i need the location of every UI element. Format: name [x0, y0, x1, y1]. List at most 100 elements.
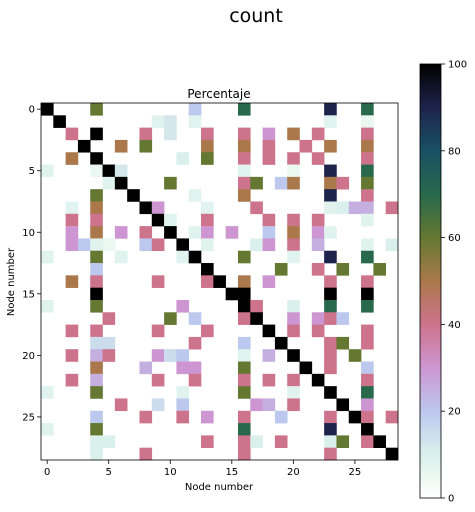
- heatmap-cell: [250, 312, 263, 325]
- heatmap-cell: [262, 398, 276, 412]
- heatmap-cell: [237, 152, 251, 165]
- heatmap-cell: [274, 176, 288, 190]
- heatmap-cell: [336, 176, 350, 190]
- heatmap-cell: [176, 361, 190, 375]
- heatmap-cell: [311, 152, 325, 165]
- heatmap-cell: [361, 127, 374, 141]
- x-tick-label: 5: [106, 467, 112, 478]
- heatmap-cell: [385, 410, 399, 424]
- heatmap-cell: [114, 139, 128, 153]
- heatmap-cell: [274, 336, 288, 350]
- heatmap-cell: [262, 349, 276, 362]
- colorbar: [419, 63, 442, 499]
- heatmap-cell: [361, 336, 374, 350]
- heatmap-cell: [151, 213, 165, 227]
- heatmap-cell: [65, 238, 79, 252]
- heatmap-cell: [348, 201, 362, 215]
- heatmap-cell: [250, 201, 263, 215]
- heatmap-cell: [361, 152, 374, 165]
- heatmap-cell: [361, 250, 374, 264]
- heatmap-cell: [201, 152, 214, 165]
- heatmap-cell: [324, 361, 337, 375]
- heatmap-cell: [176, 398, 190, 412]
- heatmap-cell: [361, 410, 374, 424]
- heatmap-cell: [237, 447, 251, 461]
- colorbar-tick-label: 80: [448, 146, 461, 157]
- heatmap-cell: [262, 152, 276, 165]
- heatmap-cell: [324, 103, 337, 116]
- heatmap-cell: [287, 176, 300, 190]
- heatmap-cell: [361, 238, 374, 252]
- heatmap-cell: [114, 164, 128, 178]
- heatmap-cell: [90, 349, 103, 362]
- heatmap-cell: [262, 226, 276, 239]
- heatmap-cell: [324, 435, 337, 448]
- heatmap-cell: [361, 435, 374, 448]
- heatmap-cell: [65, 349, 79, 362]
- heatmap-cell: [250, 238, 263, 252]
- heatmap-cell: [287, 226, 300, 239]
- heatmap-cell: [90, 423, 103, 436]
- heatmap-cell: [127, 189, 140, 202]
- heatmap-cell: [102, 336, 116, 350]
- heatmap-cell: [348, 410, 362, 424]
- heatmap-cell: [311, 263, 325, 276]
- heatmap-cell: [237, 373, 251, 387]
- heatmap-cell: [151, 238, 165, 252]
- heatmap-cell: [361, 386, 374, 399]
- heatmap-cell: [114, 176, 128, 190]
- heatmap-cell: [225, 287, 239, 301]
- heatmap-cell: [176, 410, 190, 424]
- heatmap-cell: [90, 164, 103, 178]
- heatmap-cell: [311, 373, 325, 387]
- heatmap-cell: [324, 226, 337, 239]
- heatmap-cell: [41, 103, 54, 116]
- heatmap-cell: [250, 176, 263, 190]
- heatmap-cell: [237, 127, 251, 141]
- heatmap-cell: [102, 238, 116, 252]
- heatmap-cell: [361, 164, 374, 178]
- heatmap-cell: [324, 164, 337, 178]
- heatmap-cell: [324, 189, 337, 202]
- heatmap-cell: [188, 336, 202, 350]
- colorbar-tick-label: 100: [448, 60, 467, 71]
- heatmap-cell: [201, 275, 214, 288]
- heatmap-cell: [336, 398, 350, 412]
- heatmap-cell: [90, 226, 103, 239]
- heatmap-cell: [250, 435, 263, 448]
- heatmap-cell: [65, 213, 79, 227]
- heatmap-cell: [287, 349, 300, 362]
- heatmap-cell: [324, 287, 337, 301]
- heatmap-cell: [361, 275, 374, 288]
- heatmap-cell: [262, 139, 276, 153]
- heatmap-cell: [90, 263, 103, 276]
- heatmap-cell: [151, 275, 165, 288]
- heatmap-cell: [188, 103, 202, 116]
- y-axis-label: Node number: [6, 247, 17, 316]
- heatmap-cell: [188, 250, 202, 264]
- heatmap-cell: [188, 361, 202, 375]
- y-tick-label: 10: [22, 228, 35, 239]
- heatmap-cell: [287, 238, 300, 252]
- heatmap-cell: [188, 373, 202, 387]
- heatmap-cell: [385, 447, 399, 461]
- heatmap-cell: [274, 435, 288, 448]
- heatmap-cell: [324, 386, 337, 399]
- heatmap-cell: [262, 373, 276, 387]
- heatmap-cell: [176, 349, 190, 362]
- heatmap-cell: [201, 263, 214, 276]
- heatmap-cell: [324, 312, 337, 325]
- heatmap-cell: [324, 176, 337, 190]
- heatmap-cell: [385, 238, 399, 252]
- heatmap-cell: [65, 275, 79, 288]
- heatmap-cell: [90, 275, 103, 288]
- heatmap-cell: [213, 275, 226, 288]
- heatmap-cell: [237, 423, 251, 436]
- colorbar-tick-label: 20: [448, 407, 461, 418]
- heatmap-cell: [237, 103, 251, 116]
- heatmap-cell: [90, 189, 103, 202]
- heatmap-cell: [151, 324, 165, 338]
- heatmap-cell: [139, 226, 153, 239]
- heatmap-cell: [90, 250, 103, 264]
- heatmap-cell: [53, 115, 66, 128]
